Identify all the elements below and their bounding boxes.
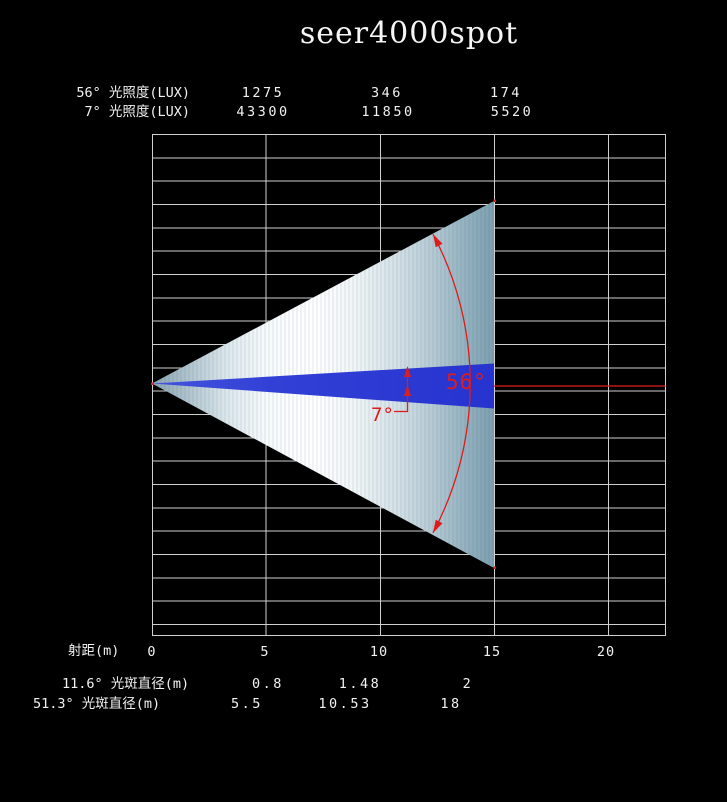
x-tick-0: 0	[147, 644, 157, 660]
wide-beam-angle-label: 56°	[446, 370, 487, 394]
spot-513-value-5m: 5.5	[231, 696, 263, 712]
illuminance-7-value-15m: 5520	[490, 104, 534, 120]
illuminance-row-56-label: 56° 光照度(LUX)	[76, 85, 190, 101]
illuminance-56-value-15m: 174	[490, 85, 522, 101]
leader-arrowhead-top	[404, 366, 411, 377]
page-title: seer4000spot	[299, 16, 519, 51]
arc-arrowhead-bottom	[433, 519, 443, 533]
apex-marker	[151, 382, 154, 385]
x-axis-title: 射距(m)	[68, 643, 120, 659]
spot-513-value-10m: 10.53	[318, 696, 372, 712]
beam-axis-line-and-arc	[394, 233, 666, 534]
angle-dimension-arc	[432, 233, 471, 534]
illuminance-7-value-5m: 43300	[236, 104, 290, 120]
x-tick-15: 15	[482, 644, 502, 660]
narrow-angle-leader-line	[394, 369, 409, 413]
spot-116-value-15m: 2	[462, 676, 474, 692]
spot-diameter-row-513-label: 51.3° 光斑直径(m)	[33, 696, 161, 712]
cone-top-corner-marker	[493, 199, 496, 202]
spot-116-value-10m: 1.48	[338, 676, 382, 692]
arc-arrowhead-top	[433, 234, 443, 248]
dimension-arrowheads	[151, 199, 496, 569]
cone-bottom-corner-marker	[493, 566, 496, 569]
leader-arrowhead-mid	[404, 385, 411, 396]
illuminance-56-value-5m: 1275	[241, 85, 285, 101]
x-tick-10: 10	[369, 644, 389, 660]
spot-116-value-5m: 0.8	[252, 676, 284, 692]
x-tick-20: 20	[596, 644, 616, 660]
illuminance-56-value-10m: 346	[371, 85, 403, 101]
spot-513-value-15m: 18	[440, 696, 462, 712]
narrow-beam-angle-label: 7°	[371, 404, 394, 426]
illuminance-7-value-10m: 11850	[361, 104, 415, 120]
x-tick-5: 5	[260, 644, 270, 660]
spot-diameter-row-116-label: 11.6° 光斑直径(m)	[62, 676, 190, 692]
illuminance-row-7-label: 7° 光照度(LUX)	[84, 104, 190, 120]
